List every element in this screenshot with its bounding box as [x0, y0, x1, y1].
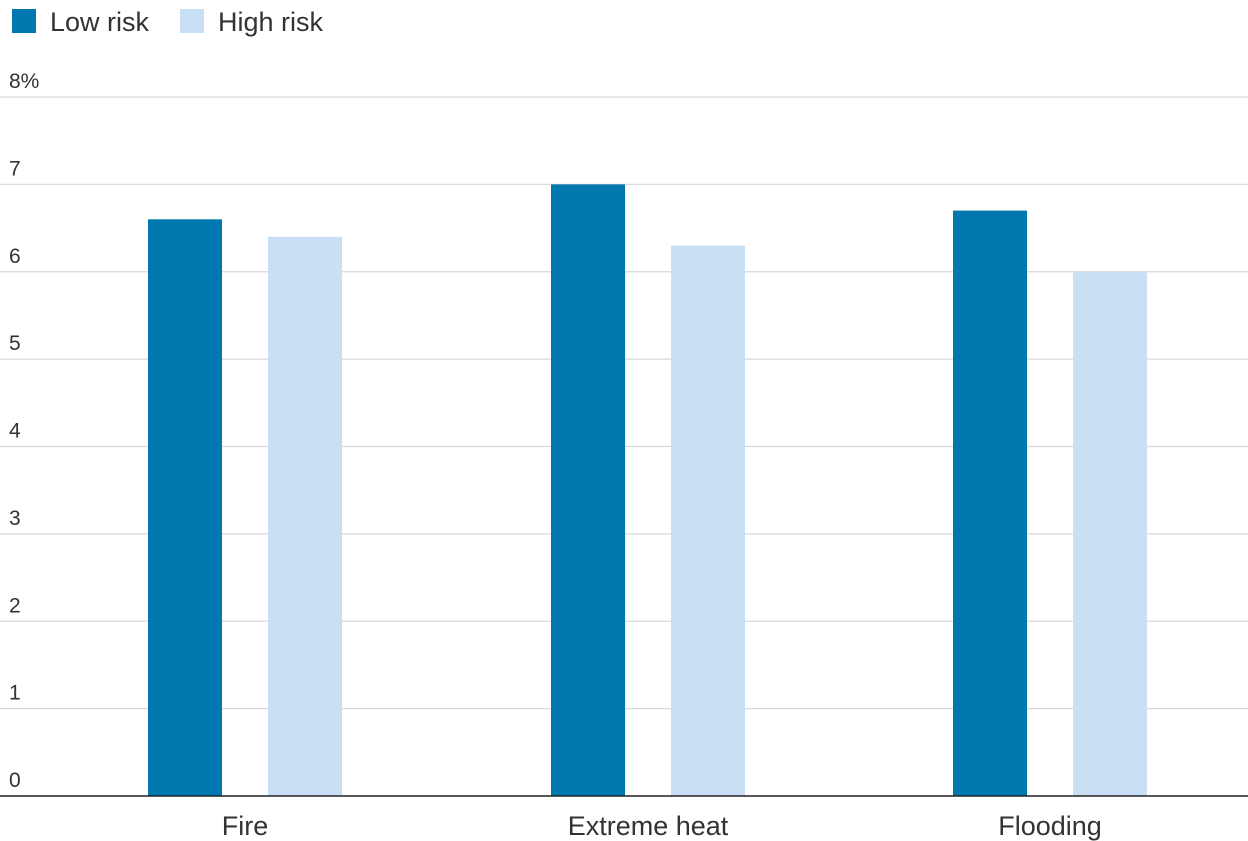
y-tick-label: 5	[9, 332, 21, 355]
bar-flooding-low-risk	[953, 210, 1027, 796]
legend: Low risk High risk	[12, 7, 324, 37]
y-tick-label: 8%	[9, 70, 39, 93]
legend-label: Low risk	[50, 7, 150, 37]
x-axis-categories: Fire Extreme heat Flooding	[222, 811, 1102, 841]
bars	[148, 184, 1147, 797]
x-category-label: Fire	[222, 811, 269, 841]
x-category-label: Extreme heat	[568, 811, 729, 841]
bar-fire-high-risk	[268, 236, 342, 797]
legend-swatch-high-risk	[180, 9, 204, 33]
y-tick-label: 2	[9, 594, 21, 617]
y-tick-label: 3	[9, 507, 21, 530]
bar-flooding-high-risk	[1073, 271, 1147, 796]
bar-fire-low-risk	[148, 219, 222, 796]
y-axis-ticks: 0 1 2 3 4 5 6 7 8%	[9, 70, 39, 792]
y-tick-label: 1	[9, 682, 21, 705]
y-tick-label: 7	[9, 157, 21, 180]
y-tick-label: 4	[9, 420, 21, 443]
bar-extreme-heat-low-risk	[551, 184, 625, 796]
y-tick-label: 0	[9, 769, 21, 792]
bar-extreme-heat-high-risk	[671, 245, 745, 797]
legend-swatch-low-risk	[12, 9, 36, 33]
x-category-label: Flooding	[998, 811, 1102, 841]
legend-label: High risk	[218, 7, 324, 37]
y-tick-label: 6	[9, 245, 21, 268]
